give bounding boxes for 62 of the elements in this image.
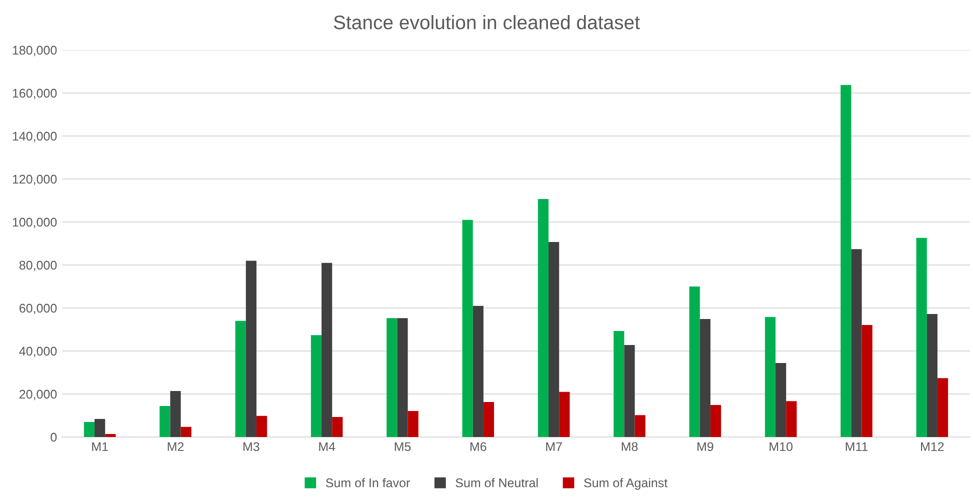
bar (397, 318, 408, 437)
x-tick-label: M5 (394, 442, 411, 452)
x-tick-label: M2 (168, 442, 184, 451)
bar (84, 422, 95, 437)
bar (160, 406, 170, 437)
y-tick-label: 40,000 (19, 346, 57, 358)
bar (462, 220, 473, 437)
bar (310, 335, 322, 437)
bar (926, 314, 938, 437)
chart-title: Stance evolution in cleaned dataset (334, 15, 640, 30)
bar (408, 410, 418, 437)
x-tick-label: M4 (319, 442, 336, 451)
bar (710, 404, 722, 437)
x-tick-label: M10 (770, 442, 793, 452)
x-tick-label: M8 (622, 442, 638, 452)
legend-label: Sum of Neutral (456, 478, 538, 488)
y-tick-label: 0 (50, 432, 57, 442)
bar (256, 416, 268, 437)
bar (483, 402, 494, 437)
x-tick-label: M6 (470, 442, 486, 452)
legend-label: Sum of Against (584, 478, 668, 490)
y-tick-label: 80,000 (19, 260, 57, 272)
x-tick-label: M3 (244, 442, 260, 452)
bar (180, 426, 192, 437)
bar (472, 306, 484, 437)
bar (170, 390, 181, 437)
bar (624, 344, 635, 437)
bar (786, 401, 797, 437)
bar (764, 317, 776, 437)
x-tick-label: M7 (546, 442, 562, 451)
bar (538, 198, 549, 437)
bar (548, 242, 560, 437)
bar (840, 85, 852, 437)
y-tick-label: 20,000 (20, 390, 57, 400)
bar (614, 331, 624, 437)
x-tick-label: M1 (92, 442, 108, 451)
y-tick-label: 60,000 (20, 304, 57, 314)
bar (776, 363, 786, 437)
y-tick-label: 100,000 (12, 218, 57, 228)
bar (332, 417, 343, 437)
y-tick-label: 180,000 (12, 46, 57, 56)
y-tick-label: 140,000 (12, 132, 57, 142)
bar (105, 434, 116, 437)
bar (937, 378, 948, 437)
y-tick-label: 120,000 (12, 174, 57, 186)
bar (689, 286, 700, 437)
bar (94, 418, 106, 437)
x-tick-label: M12 (921, 442, 944, 451)
bar (235, 320, 246, 437)
bar (634, 415, 646, 437)
bar (851, 249, 862, 437)
y-tick-label: 160,000 (12, 88, 57, 100)
bar (246, 260, 256, 437)
bar (916, 238, 927, 437)
bar (386, 318, 398, 437)
bar (322, 262, 332, 437)
bar (700, 318, 710, 437)
x-tick-label: M9 (698, 442, 714, 452)
legend-label: Sum of In favor (326, 478, 410, 488)
bar (559, 392, 570, 437)
x-tick-label: M11 (846, 442, 868, 451)
bar (862, 324, 872, 437)
